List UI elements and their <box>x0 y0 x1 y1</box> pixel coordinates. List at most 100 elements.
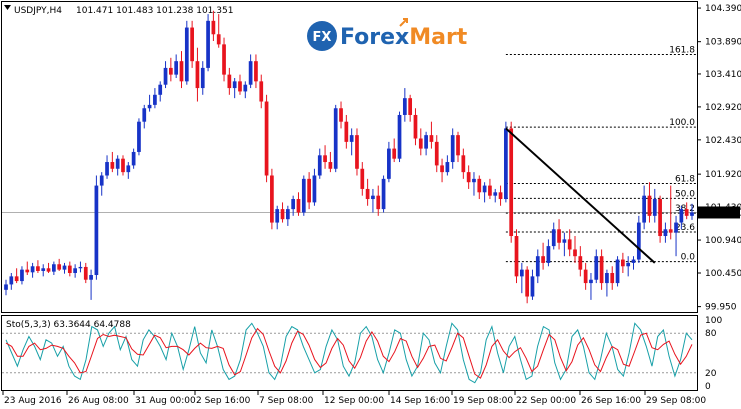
price-tick-label: 101.920 <box>705 170 741 180</box>
price-axis: 104.390 103.890 103.410 102.920 102.430 101.9… <box>697 4 741 313</box>
candle-body <box>147 104 152 109</box>
candle-body <box>200 67 205 89</box>
candle-body <box>434 141 439 166</box>
logo-mark-text: FX <box>313 30 332 45</box>
candle-body <box>73 268 77 273</box>
candle-body <box>355 135 359 169</box>
candle-body <box>163 67 168 85</box>
stoch-signal-line <box>5 327 693 379</box>
time-label: 22 Sep 00:00 <box>516 396 576 406</box>
time-label: 12 Sep 00:00 <box>324 396 384 406</box>
candle-body <box>397 114 402 159</box>
price-tick-label: 104.390 <box>705 4 741 14</box>
candle-body <box>519 269 524 277</box>
candle-body <box>312 175 317 203</box>
logo-arrow-icon <box>399 18 408 27</box>
candle-body <box>668 229 673 233</box>
candle-body <box>663 229 668 237</box>
candle-body <box>105 162 109 176</box>
candle-body <box>99 175 104 186</box>
candle-body <box>222 44 226 75</box>
trend-line <box>505 127 656 264</box>
indicator-panel-frame <box>1 315 698 391</box>
candle-body <box>477 178 482 193</box>
candle-body <box>392 148 397 159</box>
candle-body <box>610 272 615 284</box>
price-tick-label: 102.430 <box>705 136 741 146</box>
candle-body <box>674 222 678 233</box>
candle-body <box>168 67 173 75</box>
candle-body <box>94 185 99 276</box>
candle-body <box>589 279 593 284</box>
candle-body <box>642 195 647 223</box>
candle-body <box>365 188 370 200</box>
candle-body <box>328 162 333 169</box>
candle-body <box>456 135 460 156</box>
time-label: 29 Sep 08:00 <box>646 396 706 406</box>
candle-body <box>259 81 264 102</box>
candle-body <box>285 209 290 220</box>
candle-body <box>578 256 583 270</box>
candle-body <box>291 199 296 210</box>
candle-body <box>472 178 476 183</box>
time-label: 26 Aug 08:00 <box>68 396 129 406</box>
candle-body <box>466 172 471 183</box>
candle-body <box>626 262 631 267</box>
symbol-dropdown-icon[interactable] <box>4 5 11 10</box>
candle-body <box>567 239 572 250</box>
candle-body <box>424 135 428 149</box>
stoch-scale-label: 20 <box>705 369 717 379</box>
candle-body <box>647 195 652 216</box>
trend-line-tool[interactable] <box>505 127 656 264</box>
candle-body <box>509 128 514 237</box>
fib-level-label: 0.0 <box>681 253 696 263</box>
price-tick-label: 103.890 <box>705 38 741 48</box>
candle-body <box>621 259 625 267</box>
stoch-main-line <box>5 322 693 384</box>
candle-body <box>440 165 444 173</box>
candle-body <box>238 81 242 92</box>
candle-body <box>301 178 306 213</box>
candle-body <box>339 108 343 122</box>
time-label: 23 Aug 2016 <box>4 396 62 406</box>
fib-level-label: 161.8 <box>669 45 695 55</box>
logo-word-forex: Forex <box>340 25 409 50</box>
candle-body <box>450 135 455 163</box>
candle-body <box>573 249 577 257</box>
candle-body <box>83 266 88 280</box>
indicator-label: Sto(5,3,3) 63.3644 64.4788 <box>6 320 131 330</box>
stoch-scale-label: 0 <box>705 382 711 392</box>
candle-body <box>121 158 125 173</box>
candle-body <box>211 20 216 35</box>
candle-body <box>51 264 56 272</box>
candle-body <box>679 209 684 223</box>
candle-body <box>418 138 423 149</box>
candle-body <box>413 114 418 139</box>
candle-body <box>216 34 221 45</box>
candle-body <box>493 192 498 196</box>
time-label: 7 Sep 08:00 <box>259 396 314 406</box>
candle-body <box>280 209 285 220</box>
logo-mark <box>307 21 337 51</box>
candle-body <box>387 148 391 179</box>
time-label: 14 Sep 16:00 <box>390 396 450 406</box>
candle-body <box>408 98 413 115</box>
candle-body <box>89 275 93 280</box>
time-label: 2 Sep 16:00 <box>196 396 251 406</box>
candle-body <box>264 101 269 176</box>
time-label: 31 Aug 00:00 <box>135 396 196 406</box>
candle-body <box>30 266 35 273</box>
stoch-scale-label: 100 <box>705 316 722 326</box>
candle-body <box>275 209 280 223</box>
candle-body <box>317 155 322 176</box>
candle-body <box>631 259 636 263</box>
candle-body <box>243 84 248 92</box>
candle-body <box>684 209 689 216</box>
candle-body <box>461 155 466 173</box>
candle-body <box>402 98 407 115</box>
candle-body <box>184 27 189 82</box>
candle-body <box>20 269 24 282</box>
candle-body <box>652 199 657 216</box>
chart-header: USDJPY,H4 101.471 101.483 101.238 101.35… <box>4 5 233 16</box>
candle-body <box>445 162 450 173</box>
